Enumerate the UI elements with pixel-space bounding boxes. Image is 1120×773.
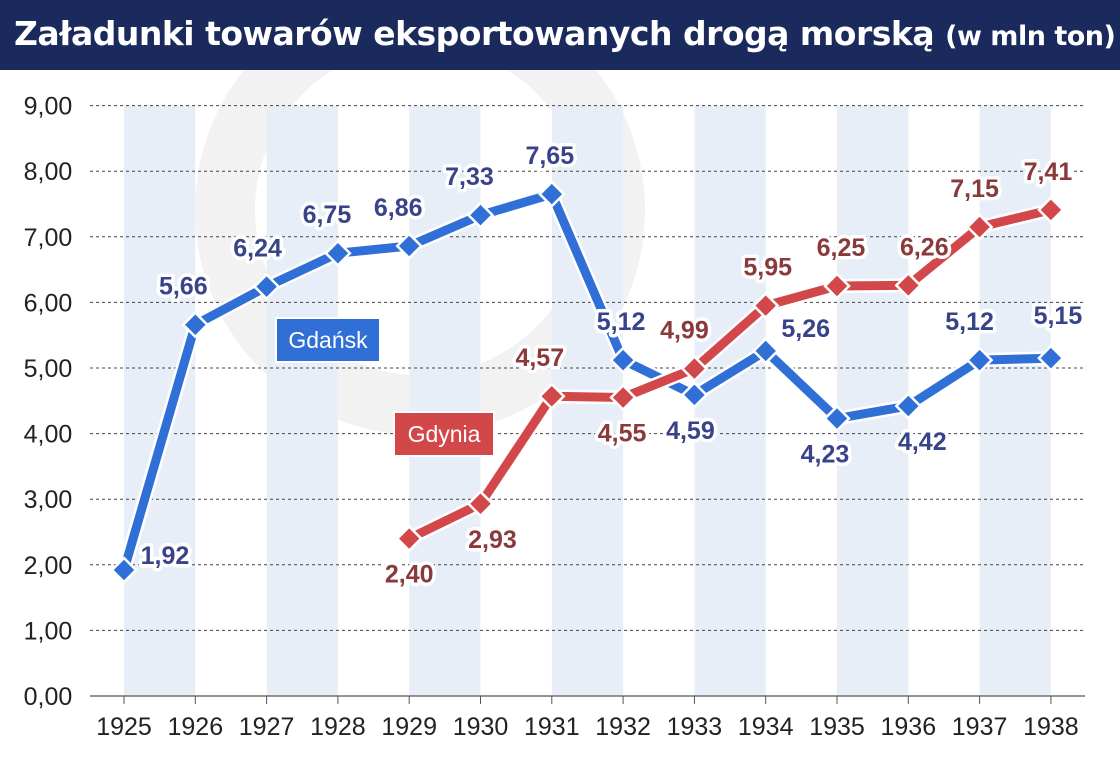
data-label: 7,33 bbox=[445, 163, 494, 191]
x-tick-label: 1937 bbox=[952, 713, 1008, 741]
y-tick-label: 0,00 bbox=[24, 683, 73, 711]
y-tick-label: 6,00 bbox=[24, 289, 73, 317]
column-band bbox=[837, 105, 909, 697]
data-point-marker bbox=[680, 381, 709, 409]
column-band bbox=[694, 105, 766, 697]
y-tick-label: 7,00 bbox=[24, 224, 73, 252]
data-point-marker bbox=[894, 271, 923, 300]
data-point-marker bbox=[181, 310, 210, 339]
y-tick-label: 4,00 bbox=[24, 421, 73, 449]
x-tick-label: 1932 bbox=[595, 713, 651, 741]
x-axis-ticks: 1925 1926 1927 1928 1929 1930 1931 1932 1933 1934… bbox=[96, 696, 1079, 741]
series-line bbox=[404, 205, 1056, 544]
data-label: 4,59 bbox=[666, 417, 715, 445]
data-label: 6,75 bbox=[303, 201, 352, 229]
x-tick-label: 1929 bbox=[381, 713, 437, 741]
data-label: 5,12 bbox=[597, 308, 646, 336]
x-tick-label: 1931 bbox=[524, 713, 580, 741]
x-tick-label: 1928 bbox=[310, 713, 366, 741]
grid-lines bbox=[90, 105, 1085, 697]
data-point-marker bbox=[1037, 196, 1065, 224]
data-point-marker bbox=[751, 291, 780, 320]
data-point-marker bbox=[324, 239, 352, 267]
series-label: Gdynia bbox=[408, 421, 481, 447]
data-label: 6,86 bbox=[374, 194, 423, 222]
data-label: 4,99 bbox=[660, 317, 709, 345]
data-point-marker bbox=[823, 272, 851, 300]
chart-title: Załadunki towarów eksportowanych drogą m… bbox=[14, 0, 1116, 70]
data-point-marker bbox=[252, 272, 281, 301]
data-label: 4,55 bbox=[598, 420, 647, 448]
data-point-marker bbox=[395, 524, 423, 553]
x-tick-label: 1936 bbox=[880, 713, 936, 741]
data-point-marker bbox=[466, 490, 495, 518]
y-tick-label: 3,00 bbox=[24, 486, 73, 514]
data-label: 5,66 bbox=[159, 273, 208, 301]
data-label: 4,57 bbox=[515, 344, 564, 372]
data-label: 4,23 bbox=[801, 441, 850, 469]
data-label: 4,42 bbox=[898, 428, 947, 456]
data-label: 2,93 bbox=[468, 526, 517, 554]
data-label: 6,24 bbox=[233, 235, 282, 263]
series-name-labels: Gdańsk Gdynia bbox=[275, 317, 495, 457]
data-label: 5,12 bbox=[945, 308, 994, 336]
data-label: 5,15 bbox=[1034, 302, 1083, 330]
x-tick-label: 1933 bbox=[667, 713, 723, 741]
series-line bbox=[119, 189, 1056, 575]
x-tick-label: 1927 bbox=[239, 713, 295, 741]
y-tick-label: 5,00 bbox=[24, 355, 73, 383]
chart-title-text: Załadunki towarów eksportowanych drogą m… bbox=[14, 14, 935, 53]
data-point-marker bbox=[680, 354, 709, 383]
x-tick-label: 1925 bbox=[96, 713, 152, 741]
data-point-marker bbox=[538, 180, 566, 208]
data-point-marker bbox=[538, 382, 566, 410]
line-chart: 0,00 1,00 2,00 3,00 4,00 5,00 6,00 7,00 8,00 9,00… bbox=[24, 70, 1086, 741]
series-label-box bbox=[275, 317, 381, 363]
x-tick-label: 1926 bbox=[167, 713, 223, 741]
y-tick-label: 1,00 bbox=[24, 617, 73, 645]
data-label: 7,65 bbox=[525, 142, 574, 170]
y-tick-label: 9,00 bbox=[24, 93, 73, 121]
x-tick-label: 1930 bbox=[453, 713, 509, 741]
data-point-marker bbox=[609, 383, 637, 412]
data-point-marker bbox=[965, 213, 994, 241]
data-point-marker bbox=[894, 392, 923, 420]
series-label: Gdańsk bbox=[288, 327, 368, 353]
column-band bbox=[266, 105, 338, 697]
data-label: 5,26 bbox=[781, 315, 830, 343]
title-bar: Załadunki towarów eksportowanych drogą m… bbox=[0, 0, 1120, 70]
data-label: 6,26 bbox=[900, 233, 949, 261]
series-layer: 1,92 5,66 6,24 6,75 6,86 7,33 7,65 5,12 4,59 5,26… bbox=[110, 139, 1086, 592]
data-label: 2,40 bbox=[385, 561, 434, 589]
y-tick-label: 8,00 bbox=[24, 158, 73, 186]
column-band bbox=[124, 105, 196, 697]
data-label: 7,41 bbox=[1024, 158, 1073, 186]
data-point-marker bbox=[110, 556, 138, 584]
data-label: 6,25 bbox=[817, 234, 866, 262]
y-tick-label: 2,00 bbox=[24, 552, 73, 580]
data-point-marker bbox=[965, 346, 994, 374]
y-axis-ticks: 0,00 1,00 2,00 3,00 4,00 5,00 6,00 7,00 8,00 9,00 bbox=[24, 93, 73, 711]
series-label-box bbox=[393, 411, 495, 457]
data-point-marker bbox=[395, 232, 423, 260]
column-band bbox=[409, 105, 481, 697]
data-label: 1,92 bbox=[141, 542, 190, 570]
x-tick-label: 1938 bbox=[1023, 713, 1079, 741]
data-label: 7,15 bbox=[950, 175, 999, 203]
data-point-marker bbox=[609, 346, 637, 374]
data-point-marker bbox=[466, 201, 495, 229]
data-label: 5,95 bbox=[743, 254, 792, 282]
column-band bbox=[979, 105, 1051, 697]
x-tick-label: 1934 bbox=[738, 713, 794, 741]
x-tick-label: 1935 bbox=[809, 713, 865, 741]
chart-subtitle: (w mln ton) bbox=[945, 21, 1116, 52]
data-point-marker bbox=[823, 404, 851, 433]
data-point-marker bbox=[751, 337, 780, 365]
data-point-marker bbox=[1037, 344, 1065, 372]
